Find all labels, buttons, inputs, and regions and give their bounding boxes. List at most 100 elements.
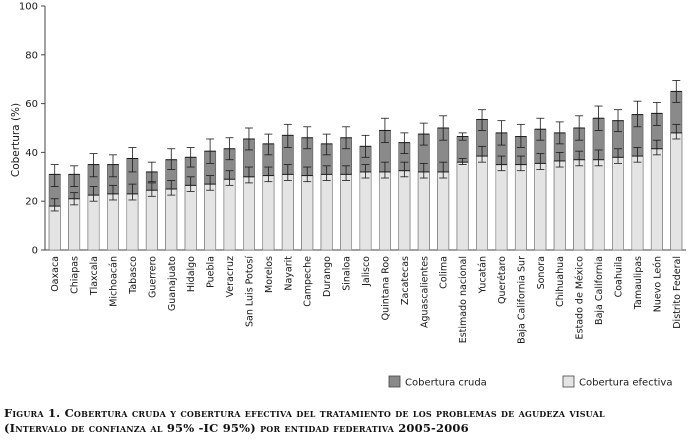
bar-efectiva xyxy=(650,148,663,251)
x-tick-label: Sinaloa xyxy=(342,256,353,291)
bar-efectiva xyxy=(243,176,255,251)
coverage-chart: Cobertura (%) 0 20 40 60 80 100 Oaxaca Chiapas… xyxy=(10,2,686,389)
bar-efectiva xyxy=(145,189,158,251)
x-tick-label: Campeche xyxy=(303,256,314,307)
ci-cruda xyxy=(301,126,313,150)
bar-efectiva xyxy=(68,198,81,251)
bar-efectiva xyxy=(378,171,391,251)
ci-cruda xyxy=(165,148,177,170)
caption-line-2: (Intervalo de confianza al 95% -IC 95%) … xyxy=(4,421,469,435)
ci-efectiva xyxy=(146,182,158,197)
x-tick-label: Tabasco xyxy=(128,256,139,295)
ci-cruda xyxy=(146,161,158,183)
bar-efectiva xyxy=(670,132,683,251)
ci-cruda xyxy=(107,154,119,178)
y-tick-label: 0 xyxy=(32,246,38,257)
x-tick-label: Yucatán xyxy=(478,256,489,294)
x-tick-label: Hidalgo xyxy=(186,256,197,292)
x-tick-label: Nuevo León xyxy=(652,256,663,312)
ci-cruda xyxy=(573,115,585,141)
ci-cruda xyxy=(68,165,80,187)
bar-efectiva xyxy=(126,193,139,251)
ci-cruda xyxy=(476,109,488,131)
ci-efectiva xyxy=(301,166,313,183)
bar-efectiva xyxy=(184,185,197,251)
ci-efectiva xyxy=(68,192,80,206)
ci-cruda xyxy=(670,80,682,103)
x-tick-label: Morelos xyxy=(264,256,275,293)
ci-efectiva xyxy=(359,164,372,179)
x-tick-label: Colima xyxy=(439,256,450,289)
ci-efectiva xyxy=(87,186,100,202)
bar-efectiva xyxy=(573,159,586,251)
y-axis: 0 20 40 60 80 100 xyxy=(19,2,686,257)
ci-cruda xyxy=(651,101,663,126)
ci-efectiva xyxy=(476,145,488,163)
bar-efectiva xyxy=(48,205,61,251)
x-tick-label: Baja California Sur xyxy=(516,256,527,344)
x-tick-label: Quintana Roo xyxy=(380,256,391,321)
ci-efectiva xyxy=(651,139,663,156)
ci-efectiva xyxy=(418,162,430,179)
bar-efectiva xyxy=(107,193,119,251)
ci-cruda xyxy=(204,138,216,164)
ci-cruda xyxy=(126,147,139,173)
x-tick-label: Puebla xyxy=(206,256,217,288)
ci-efectiva xyxy=(49,198,61,212)
bar-efectiva xyxy=(631,155,644,251)
y-axis-label: Cobertura (%) xyxy=(10,103,22,177)
bar-efectiva xyxy=(320,174,333,251)
bar-efectiva xyxy=(612,156,624,251)
x-tick-label: Querétaro xyxy=(497,256,508,304)
x-tick-label: Distrito Federal xyxy=(672,256,683,329)
bar-efectiva xyxy=(165,188,178,251)
ci-efectiva xyxy=(456,158,469,166)
x-tick-label: Guanajuato xyxy=(167,256,178,311)
bar-efectiva xyxy=(417,171,430,251)
ci-efectiva xyxy=(515,155,527,172)
x-tick-label: Aguascalientes xyxy=(419,256,430,328)
x-tick-label: Coahuila xyxy=(614,256,625,297)
ci-cruda xyxy=(243,127,255,151)
y-tick-label: 100 xyxy=(19,2,38,13)
bar-efectiva xyxy=(359,171,372,251)
ci-efectiva xyxy=(204,175,216,191)
ci-cruda xyxy=(262,133,275,156)
ci-efectiva xyxy=(612,148,624,164)
bar-efectiva xyxy=(398,170,411,251)
ci-cruda xyxy=(437,115,449,141)
x-tick-label: Estimado nacional xyxy=(458,256,469,343)
x-tick-label: Estado de México xyxy=(575,256,586,340)
ci-cruda xyxy=(223,137,236,161)
bar-efectiva xyxy=(553,160,566,251)
bar-efectiva xyxy=(456,161,469,251)
ci-efectiva xyxy=(670,123,682,140)
ci-efectiva xyxy=(321,165,333,181)
ci-efectiva xyxy=(185,176,197,192)
bar-efectiva xyxy=(87,194,100,251)
x-tick-label: Durango xyxy=(322,256,333,297)
x-tick-label: Jalisco xyxy=(361,256,372,287)
ci-efectiva xyxy=(592,149,605,167)
legend: Cobertura cruda Cobertura efectiva xyxy=(388,375,672,389)
ci-efectiva xyxy=(243,166,255,184)
ci-cruda xyxy=(398,132,410,155)
ci-efectiva xyxy=(126,183,139,201)
ci-cruda xyxy=(340,126,352,150)
ci-efectiva xyxy=(437,161,449,179)
ci-cruda xyxy=(612,109,624,133)
bar-efectiva xyxy=(301,175,314,251)
x-tick-label: Zacatecas xyxy=(400,256,411,305)
ci-efectiva xyxy=(631,147,644,163)
ci-cruda xyxy=(49,164,61,187)
bar-efectiva xyxy=(223,178,236,251)
ci-efectiva xyxy=(573,150,585,167)
bar-efectiva xyxy=(281,174,294,251)
bar-efectiva xyxy=(476,155,488,251)
ci-efectiva xyxy=(107,184,119,201)
ci-efectiva xyxy=(340,165,352,181)
legend-swatch-cruda xyxy=(388,375,401,388)
bar-efectiva xyxy=(534,163,547,251)
x-tick-label: Oaxaca xyxy=(50,256,61,292)
bar-efectiva xyxy=(592,159,605,251)
